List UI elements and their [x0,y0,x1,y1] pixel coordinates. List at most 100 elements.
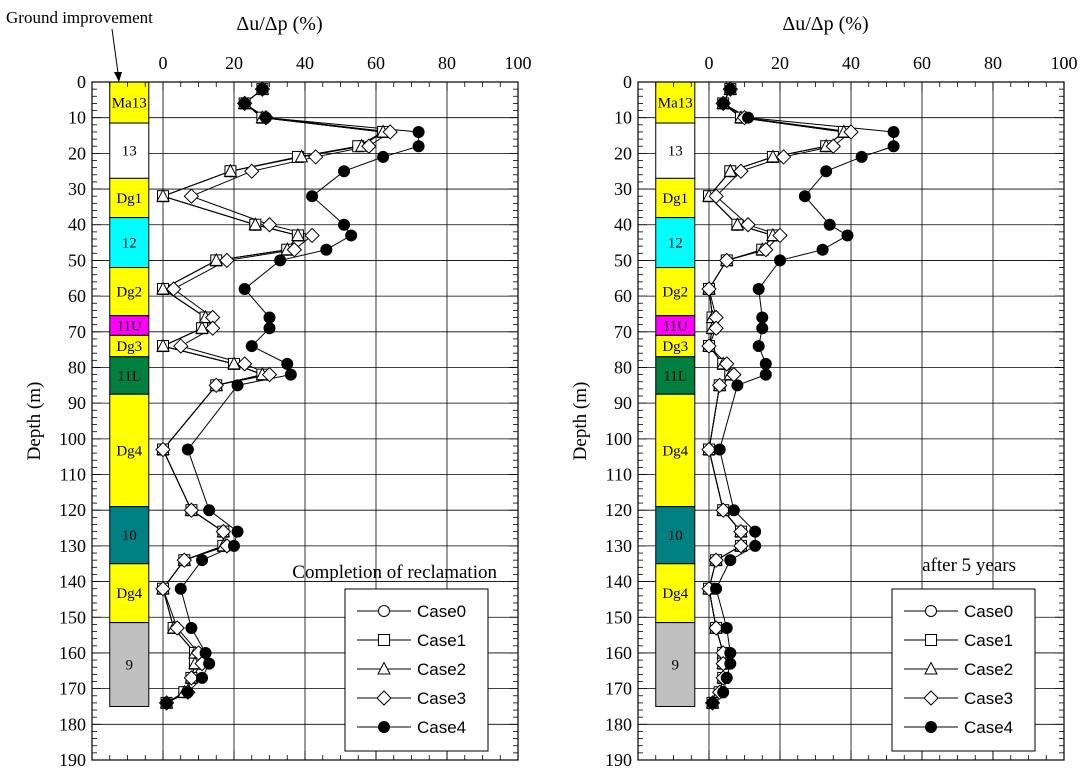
data-point-case4 [717,686,730,699]
data-point-case4 [231,525,244,538]
x-tick-label: 0 [705,53,714,73]
y-tick-label: 60 [68,286,86,306]
data-point-case2 [291,227,305,241]
soil-layer-label: 9 [672,658,680,674]
data-point-case4 [887,140,900,153]
y-tick-label: 20 [614,143,632,163]
soil-layer [655,622,696,707]
y-tick-label: 30 [68,179,86,199]
soil-layer-label: Dg2 [662,285,688,301]
y-tick-label: 70 [68,322,86,342]
data-point-case4 [752,340,765,353]
legend-label: Case0 [417,602,466,621]
chart-annotation: after 5 years [922,555,1016,576]
data-point-case3 [208,377,224,394]
data-point-case4 [823,218,836,231]
series-line-case2 [708,88,846,704]
ground-improvement-arrow [111,28,119,74]
data-point-case3 [183,502,200,518]
data-point-case3 [719,356,735,372]
data-point-case3 [733,538,749,554]
data-point-case2 [156,338,170,352]
data-point-case3 [183,670,200,686]
legend-label: Case4 [417,718,466,737]
data-point-case2 [195,320,209,334]
x-axis-title: Δu/Δp (%) [782,13,868,35]
ground-improvement-arrowhead [114,72,122,82]
legend-marker [378,605,390,617]
data-point-case3 [304,227,320,244]
legend-marker [923,690,939,706]
x-tick-label: 20 [771,53,789,73]
soil-layer [655,177,696,219]
y-tick-label: 80 [614,357,632,377]
data-point-case3 [775,149,792,165]
data-point-case4 [245,340,258,353]
x-tick-label: 60 [913,53,931,73]
data-point-case3 [708,188,724,204]
y-tick-label: 110 [606,465,632,485]
soil-layer-label: 11U [663,319,688,335]
data-point-case4 [174,582,187,595]
y-tick-label: 130 [59,536,86,556]
x-tick-label: 20 [225,53,243,73]
data-point-case4 [756,322,769,335]
legend-box [344,588,489,752]
soil-layer [109,217,150,269]
legend-marker [925,721,937,733]
data-point-case3 [173,338,189,354]
y-tick-label: 30 [614,179,632,199]
soil-layer-label: Dg1 [662,191,688,207]
soil-layer [109,563,150,624]
y-tick-label: 60 [614,286,632,306]
y-tick-label: 50 [614,250,632,270]
soil-layer-label: Dg4 [116,443,142,459]
soil-layer [655,217,696,269]
data-point-case4 [338,165,351,178]
data-point-case4 [727,504,740,517]
legend-label: Case2 [417,660,466,679]
series-line-case4 [712,88,895,704]
legend-marker [925,605,937,617]
soil-layer-label: Ma13 [112,96,147,112]
data-point-case3 [825,138,841,154]
data-point-case4 [160,696,173,709]
data-point-case3 [286,242,303,258]
soil-layer [109,267,150,317]
data-point-case4 [731,379,744,392]
data-point-case2 [156,188,170,202]
data-point-case2 [156,281,170,295]
soil-layer-label: 11L [663,369,687,385]
y-tick-label: 190 [605,750,632,770]
data-point-case4 [228,539,240,552]
y-tick-label: 150 [605,607,632,627]
data-point-case3 [701,441,717,458]
x-tick-label: 40 [296,53,314,73]
data-point-case2 [209,252,224,266]
chart-annotation: Completion of reclamation [292,562,497,583]
legend-label: Case0 [964,602,1013,621]
data-point-case2 [723,163,738,177]
legend-marker [378,634,390,646]
data-point-case4 [820,165,833,178]
legend-marker [376,690,392,706]
data-point-case3 [772,227,788,244]
data-point-case4 [720,621,733,634]
data-point-case4 [256,83,269,96]
data-point-case4 [706,696,719,709]
y-tick-label: 160 [605,643,632,663]
data-point-case3 [176,552,193,568]
data-point-case3 [382,124,398,140]
soil-layer-label: 10 [668,528,683,544]
data-point-case3 [701,281,717,297]
data-point-case3 [307,149,324,165]
soil-layer [655,393,696,508]
data-point-case3 [711,377,728,394]
data-point-case4 [713,443,726,456]
soil-layer-label: Dg3 [662,339,688,355]
series-line-case1 [708,88,846,704]
data-point-case4 [724,554,737,567]
y-tick-label: 0 [623,72,632,92]
data-point-case3 [733,163,749,179]
